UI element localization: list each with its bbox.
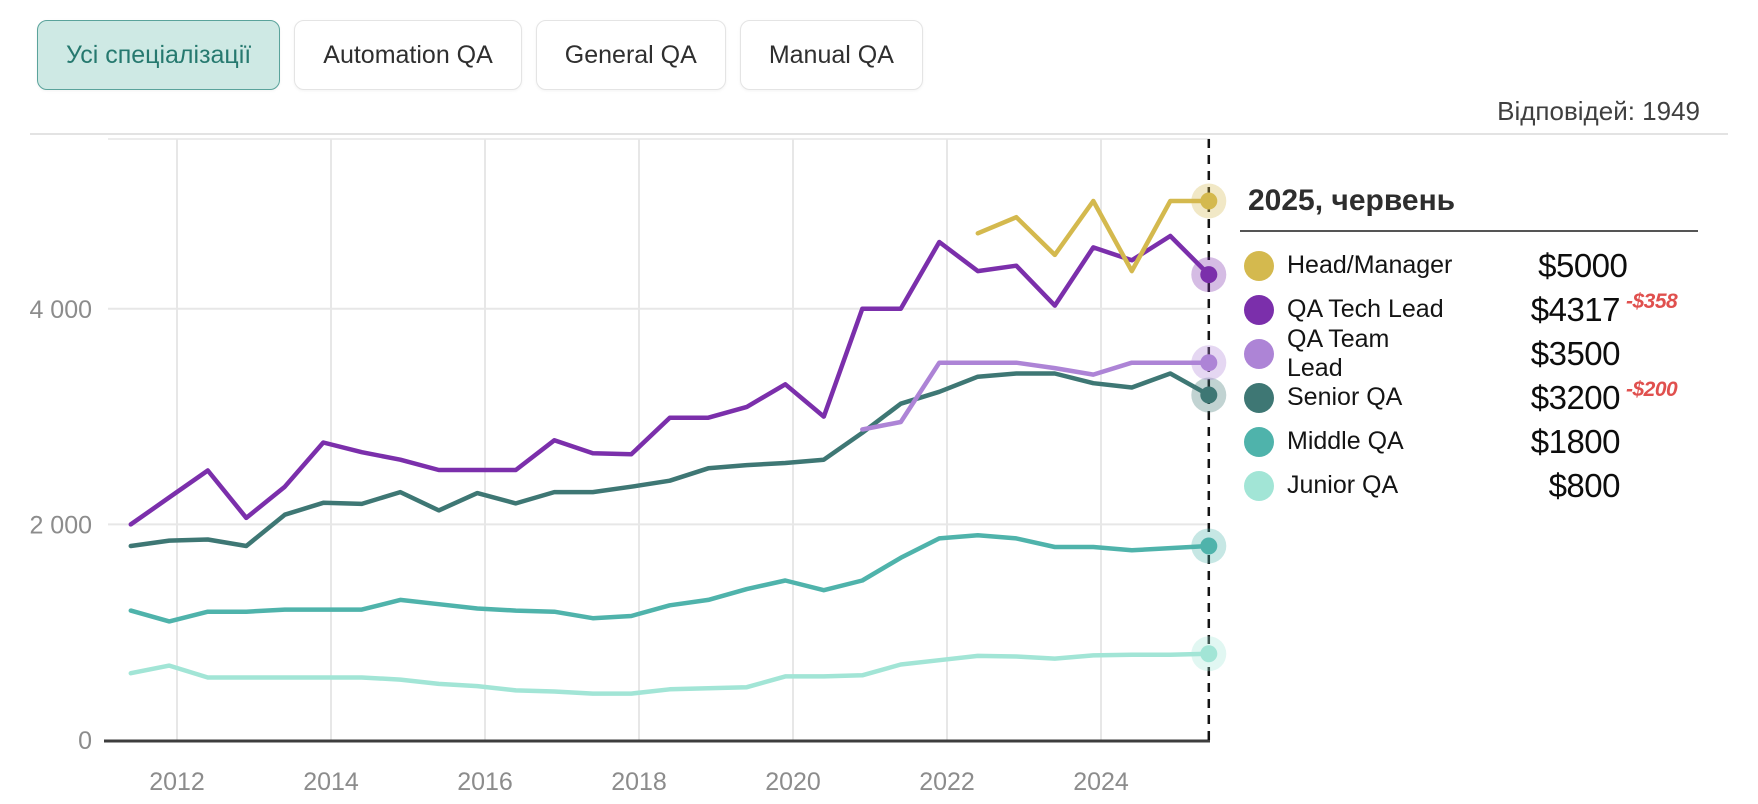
tab-general-qa[interactable]: General QA: [535, 20, 726, 90]
legend-item-qa-tech-lead[interactable]: QA Tech Lead $4317 -$358: [1240, 288, 1698, 332]
endpoint-dot-senior-qa[interactable]: [1200, 386, 1218, 404]
y-axis-label-0: 0: [78, 727, 92, 755]
legend-item-value: $5000: [1538, 246, 1628, 284]
series-line-middle-qa[interactable]: [128, 532, 1212, 624]
head-manager-color-dot: [1244, 250, 1274, 281]
tab-all-specializations[interactable]: Усі спеціалізації: [37, 20, 281, 90]
qa-tech-lead-color-dot: [1244, 294, 1274, 325]
y-axis-label-2000: 2 000: [29, 511, 92, 539]
x-axis-label-2020: 2020: [765, 768, 821, 796]
responses-count: Відповідей: 1949: [1497, 96, 1700, 126]
endpoint-dot-junior-qa[interactable]: [1200, 645, 1218, 663]
x-axis-label-2014: 2014: [303, 768, 359, 796]
header-divider: [30, 133, 1728, 135]
x-axis-label-2018: 2018: [611, 768, 667, 796]
endpoint-dot-qa-tech-lead[interactable]: [1200, 266, 1218, 284]
series-line-head-manager[interactable]: [975, 198, 1212, 274]
qa-team-lead-color-dot: [1244, 338, 1274, 369]
legend-period-title: 2025, червень: [1248, 184, 1456, 217]
legend-item-delta: -$358: [1626, 289, 1678, 313]
legend-item-head-manager[interactable]: Head/Manager $5000: [1240, 244, 1698, 288]
current-period-legend: 2025, червень Head/Manager $5000 QA Tech…: [1240, 182, 1698, 508]
legend-item-value: $3200: [1530, 378, 1621, 416]
legend-item-value: $4317: [1530, 290, 1621, 328]
middle-qa-color-dot: [1244, 426, 1274, 457]
tab-manual-qa[interactable]: Manual QA: [739, 20, 923, 90]
legend-item-value: $1800: [1530, 422, 1621, 460]
legend-item-qa-team-lead[interactable]: QA Team Lead $3500: [1240, 325, 1698, 382]
legend-item-label: Junior QA: [1287, 471, 1399, 499]
junior-qa-color-dot: [1244, 470, 1274, 501]
legend-item-label: QA Team Lead: [1287, 324, 1390, 382]
specialization-tabs: Усі спеціалізації Automation QA General …: [37, 20, 923, 90]
endpoint-dot-head-manager[interactable]: [1200, 192, 1218, 210]
legend-item-senior-qa[interactable]: Senior QA $3200 -$200: [1240, 376, 1698, 420]
series-line-qa-tech-lead[interactable]: [128, 233, 1212, 527]
legend-item-value: $800: [1548, 466, 1621, 504]
legend-item-label: QA Tech Lead: [1287, 295, 1444, 323]
endpoint-dot-middle-qa[interactable]: [1200, 537, 1218, 555]
senior-qa-color-dot: [1244, 382, 1274, 413]
y-axis-label-4000: 4 000: [29, 296, 92, 324]
x-axis-label-2012: 2012: [149, 768, 205, 796]
series-line-qa-team-lead[interactable]: [860, 360, 1212, 432]
legend-item-label: Middle QA: [1287, 427, 1404, 455]
legend-item-delta: -$200: [1626, 377, 1678, 401]
legend-divider: [1240, 229, 1698, 232]
series-line-junior-qa[interactable]: [128, 651, 1212, 696]
x-axis-label-2016: 2016: [457, 768, 513, 796]
x-axis-label-2024: 2024: [1073, 768, 1129, 796]
legend-item-label: Senior QA: [1287, 383, 1403, 411]
legend-item-junior-qa[interactable]: Junior QA $800: [1240, 464, 1698, 508]
legend-item-value: $3500: [1530, 334, 1621, 372]
legend-item-label: Head/Manager: [1287, 251, 1453, 279]
endpoint-dot-qa-team-lead[interactable]: [1200, 354, 1218, 372]
tab-automation-qa[interactable]: Automation QA: [294, 20, 522, 90]
x-axis-label-2022: 2022: [919, 768, 975, 796]
series-line-senior-qa[interactable]: [128, 371, 1212, 549]
legend-item-middle-qa[interactable]: Middle QA $1800: [1240, 420, 1698, 464]
